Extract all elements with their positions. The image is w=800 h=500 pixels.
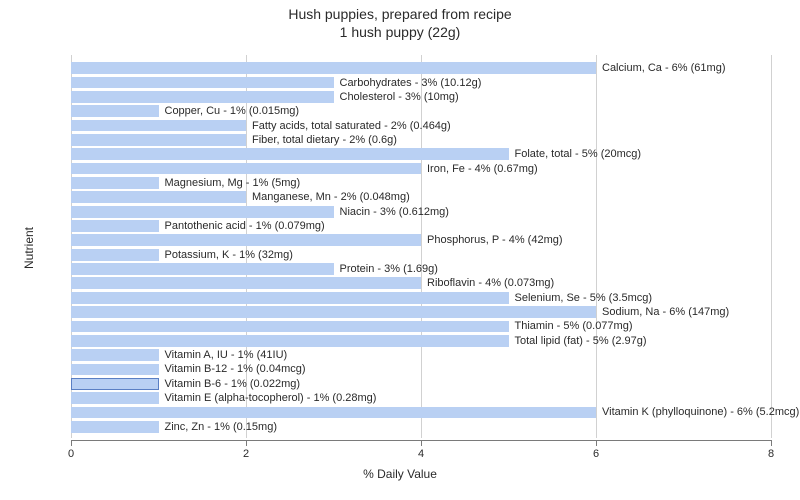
bar-label: Iron, Fe - 4% (0.67mg) [427, 163, 538, 175]
bar [71, 148, 509, 160]
grid-line [771, 55, 772, 438]
bar [71, 191, 246, 203]
bar [71, 177, 159, 189]
bar [71, 134, 246, 146]
nutrient-chart: Hush puppies, prepared from recipe 1 hus… [0, 6, 800, 500]
bar-label: Calcium, Ca - 6% (61mg) [602, 62, 725, 74]
grid-line [596, 55, 597, 438]
y-axis-title: Nutrient [22, 226, 36, 268]
bar-label: Vitamin B-12 - 1% (0.04mcg) [165, 363, 306, 375]
plot-area: 02468Calcium, Ca - 6% (61mg)Carbohydrate… [70, 54, 770, 439]
bar [71, 206, 334, 218]
bar [71, 120, 246, 132]
bar [71, 321, 509, 333]
bar-label: Vitamin E (alpha-tocopherol) - 1% (0.28m… [165, 392, 377, 404]
bar-label: Copper, Cu - 1% (0.015mg) [165, 105, 300, 117]
bar-label: Phosphorus, P - 4% (42mg) [427, 234, 563, 246]
bar [71, 62, 596, 74]
bar-label: Total lipid (fat) - 5% (2.97g) [515, 335, 647, 347]
x-tick-label: 8 [768, 448, 774, 460]
x-axis-title: % Daily Value [363, 467, 437, 481]
bar-label: Fatty acids, total saturated - 2% (0.464… [252, 120, 451, 132]
bar [71, 277, 421, 289]
bar-label: Pantothenic acid - 1% (0.079mg) [165, 220, 325, 232]
bar-label: Magnesium, Mg - 1% (5mg) [165, 177, 301, 189]
bar-label: Manganese, Mn - 2% (0.048mg) [252, 191, 410, 203]
bar [71, 249, 159, 261]
grid-line [421, 55, 422, 438]
bar [71, 234, 421, 246]
bar [71, 378, 159, 390]
x-tick-label: 2 [243, 448, 249, 460]
x-tick-mark [771, 440, 772, 446]
bar-label: Thiamin - 5% (0.077mg) [515, 320, 633, 332]
bar-label: Carbohydrates - 3% (10.12g) [340, 77, 482, 89]
bar-label: Folate, total - 5% (20mcg) [515, 148, 642, 160]
bar-label: Zinc, Zn - 1% (0.15mg) [165, 421, 277, 433]
bar-label: Sodium, Na - 6% (147mg) [602, 306, 729, 318]
bar-label: Protein - 3% (1.69g) [340, 263, 438, 275]
x-axis-line [71, 440, 771, 441]
x-tick-label: 6 [593, 448, 599, 460]
bar [71, 421, 159, 433]
chart-title-line2: 1 hush puppy (22g) [0, 24, 800, 42]
bar-label: Selenium, Se - 5% (3.5mcg) [515, 292, 653, 304]
bar [71, 392, 159, 404]
bar [71, 292, 509, 304]
bar [71, 407, 596, 419]
bar [71, 349, 159, 361]
bar-label: Niacin - 3% (0.612mg) [340, 206, 449, 218]
bar [71, 220, 159, 232]
bar-label: Vitamin A, IU - 1% (41IU) [165, 349, 288, 361]
bar [71, 306, 596, 318]
bar [71, 105, 159, 117]
bar-label: Vitamin B-6 - 1% (0.022mg) [165, 378, 301, 390]
bar [71, 335, 509, 347]
bar-label: Riboflavin - 4% (0.073mg) [427, 277, 554, 289]
x-tick-label: 4 [418, 448, 424, 460]
bar-label: Fiber, total dietary - 2% (0.6g) [252, 134, 397, 146]
bar [71, 91, 334, 103]
bar-label: Potassium, K - 1% (32mg) [165, 249, 293, 261]
chart-title: Hush puppies, prepared from recipe 1 hus… [0, 6, 800, 41]
bar-label: Cholesterol - 3% (10mg) [340, 91, 459, 103]
chart-title-line1: Hush puppies, prepared from recipe [0, 6, 800, 24]
x-tick-label: 0 [68, 448, 74, 460]
bar [71, 364, 159, 376]
bar-label: Vitamin K (phylloquinone) - 6% (5.2mcg) [602, 406, 799, 418]
bar [71, 163, 421, 175]
bar [71, 77, 334, 89]
bar [71, 263, 334, 275]
